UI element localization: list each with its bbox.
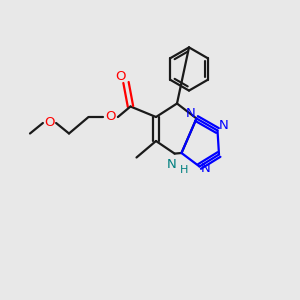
Text: N: N	[167, 158, 176, 171]
Text: N: N	[186, 107, 196, 120]
Text: O: O	[116, 70, 126, 83]
Text: H: H	[179, 165, 188, 175]
Text: O: O	[105, 110, 116, 124]
Text: O: O	[44, 116, 55, 130]
Text: N: N	[201, 161, 211, 175]
Text: N: N	[219, 119, 229, 132]
